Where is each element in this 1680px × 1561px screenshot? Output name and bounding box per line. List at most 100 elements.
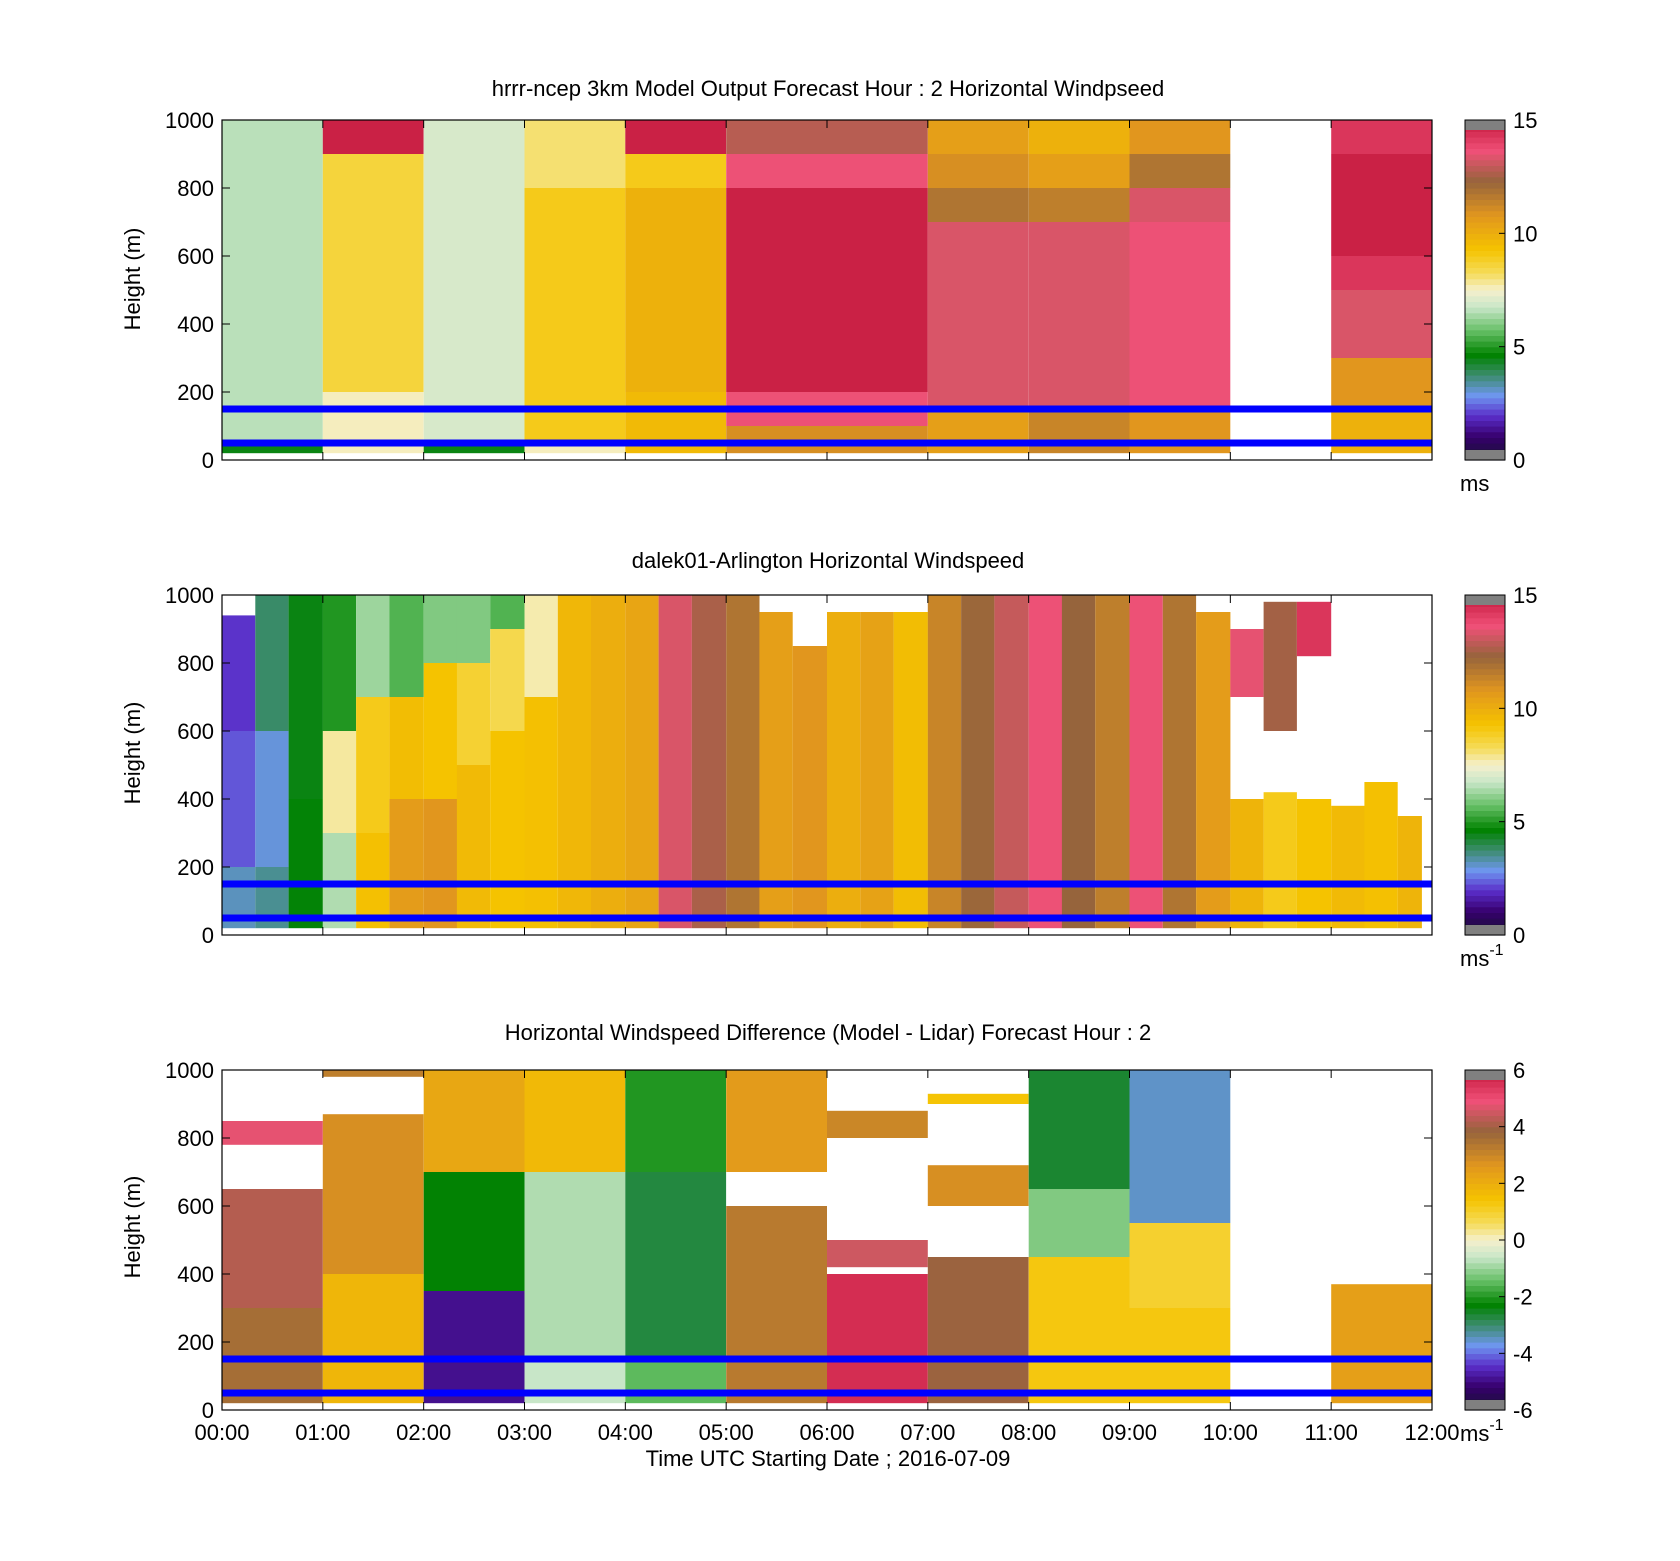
heatmap-cell xyxy=(222,446,323,454)
colorbar-swatch xyxy=(1465,1285,1505,1292)
colorbar-swatch xyxy=(1465,352,1505,359)
colorbar-tick-label: -6 xyxy=(1513,1398,1533,1423)
colorbar-swatch xyxy=(1465,906,1505,913)
colorbar-swatch xyxy=(1465,838,1505,845)
heatmap-cell xyxy=(625,154,727,188)
colorbar-swatch xyxy=(1465,188,1505,195)
heatmap-cell xyxy=(927,120,1029,154)
y-tick-label: 800 xyxy=(177,176,214,201)
colorbar-swatch xyxy=(1465,335,1505,342)
colorbar-swatch xyxy=(1465,725,1505,732)
heatmap-cell xyxy=(456,663,491,765)
colorbar-swatch xyxy=(1465,346,1505,353)
colorbar-swatch xyxy=(1465,159,1505,166)
y-tick-label: 1000 xyxy=(165,108,214,133)
colorbar-swatch xyxy=(1465,222,1505,229)
colorbar-swatch xyxy=(1465,1211,1505,1218)
colorbar-swatch xyxy=(1465,1092,1505,1099)
colorbar-swatch xyxy=(1465,193,1505,200)
heatmap-cell xyxy=(255,731,289,867)
y-tick-label: 200 xyxy=(177,380,214,405)
colorbar-swatch xyxy=(1465,1166,1505,1173)
colorbar-swatch xyxy=(1465,233,1505,240)
colorbar-swatch xyxy=(1465,1081,1505,1088)
colorbar-swatch xyxy=(1465,1132,1505,1139)
heatmap-cell xyxy=(322,1274,424,1404)
x-tick-label: 07:00 xyxy=(900,1420,955,1445)
colorbar-swatch xyxy=(1465,1274,1505,1281)
colorbar-swatch xyxy=(1465,623,1505,630)
y-tick-label: 600 xyxy=(177,719,214,744)
colorbar-swatch xyxy=(1465,1319,1505,1326)
colorbar-swatch xyxy=(1465,776,1505,783)
colorbar-swatch xyxy=(1465,1268,1505,1275)
heatmap-cell xyxy=(1028,1070,1130,1189)
colorbar-swatch xyxy=(1465,867,1505,874)
colorbar-swatch xyxy=(1465,171,1505,178)
colorbar-swatch xyxy=(1465,290,1505,297)
colorbar-swatch xyxy=(1465,793,1505,800)
heatmap-cell xyxy=(356,595,390,697)
colorbar-swatch xyxy=(1465,1381,1505,1388)
heatmap-cell xyxy=(524,1359,626,1404)
heatmap-cell xyxy=(1028,1257,1130,1404)
colorbar-tick-label: 0 xyxy=(1513,448,1525,473)
heatmap-cell xyxy=(423,1070,525,1172)
heatmap-cell xyxy=(423,663,457,799)
colorbar-swatch xyxy=(1465,821,1505,828)
heatmap-cell xyxy=(322,1114,424,1274)
colorbar-swatch xyxy=(1465,1245,1505,1252)
colorbar-swatch xyxy=(1465,668,1505,675)
heatmap-cell xyxy=(255,595,289,731)
heatmap-cell xyxy=(1331,1284,1432,1404)
heatmap-cell xyxy=(625,120,727,154)
colorbar-swatch xyxy=(1465,1109,1505,1116)
colorbar-swatch xyxy=(1465,629,1505,636)
x-tick-label: 09:00 xyxy=(1102,1420,1157,1445)
colorbar-swatch xyxy=(1465,239,1505,246)
colorbar-swatch xyxy=(1465,787,1505,794)
heatmap-cell xyxy=(423,1291,525,1404)
colorbar-swatch xyxy=(1465,329,1505,336)
colorbar-swatch xyxy=(1465,861,1505,868)
colorbar-swatch xyxy=(1465,307,1505,314)
x-tick-label: 00:00 xyxy=(194,1420,249,1445)
heatmap-cell xyxy=(1397,816,1422,929)
y-tick-label: 800 xyxy=(177,651,214,676)
x-tick-label: 10:00 xyxy=(1203,1420,1258,1445)
colorbar-swatch xyxy=(1465,131,1505,138)
heatmap-cell xyxy=(827,612,861,929)
colorbar-swatch xyxy=(1465,685,1505,692)
heatmap-cell xyxy=(1028,120,1130,154)
colorbar-swatch xyxy=(1465,617,1505,624)
colorbar-swatch xyxy=(1465,1279,1505,1286)
heatmap-cell xyxy=(423,1172,525,1291)
heatmap-cell xyxy=(1129,409,1231,454)
colorbar-unit: ms-1 xyxy=(1460,1417,1504,1446)
panel-title: dalek01-Arlington Horizontal Windspeed xyxy=(632,548,1025,573)
colorbar: 0 5 10 15 ms-1 xyxy=(1460,583,1537,971)
colorbar-swatch xyxy=(1465,284,1505,291)
y-tick-label: 200 xyxy=(177,855,214,880)
colorbar-swatch xyxy=(1465,278,1505,285)
colorbar-swatch xyxy=(1465,833,1505,840)
colorbar-swatch xyxy=(1465,142,1505,149)
panel-title: Horizontal Windspeed Difference (Model -… xyxy=(505,1020,1151,1045)
colorbar-swatch xyxy=(1465,1200,1505,1207)
colorbar-swatch xyxy=(1465,1364,1505,1371)
colorbar-swatch xyxy=(1465,1087,1505,1094)
colorbar-swatch xyxy=(1465,244,1505,251)
colorbar-swatch xyxy=(1465,386,1505,393)
heatmap-cell xyxy=(524,595,558,697)
colorbar-swatch xyxy=(1465,702,1505,709)
colorbar-swatch xyxy=(1465,1291,1505,1298)
y-axis-label: Height (m) xyxy=(120,228,145,331)
colorbar-swatch xyxy=(1465,918,1505,925)
heatmap-cell xyxy=(389,697,424,799)
colorbar-swatch xyxy=(1465,719,1505,726)
colorbar-swatch xyxy=(1465,273,1505,280)
heatmap-cell xyxy=(456,595,491,663)
colorbar-swatch xyxy=(1465,708,1505,715)
colorbar-swatch xyxy=(1465,1228,1505,1235)
heatmap-cell xyxy=(1364,782,1398,929)
